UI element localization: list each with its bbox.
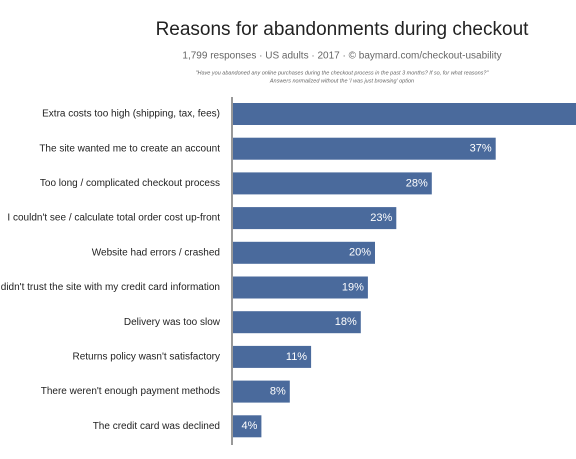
category-label: Returns policy wasn't satisfactory: [72, 352, 220, 363]
value-label: 8%: [270, 386, 286, 398]
category-label: There weren't enough payment methods: [41, 386, 220, 397]
value-label: 23%: [370, 212, 392, 224]
bar: [233, 276, 368, 299]
bar: [233, 172, 432, 195]
chart-subtitle: 1,799 responses · US adults · 2017 · © b…: [182, 51, 501, 62]
category-label: Website had errors / crashed: [92, 247, 220, 258]
chart-title: Reasons for abandonments during checkout: [156, 19, 530, 40]
bar: [233, 380, 290, 403]
value-label: 11%: [286, 351, 307, 363]
category-label: Extra costs too high (shipping, tax, fee…: [42, 109, 220, 120]
note: Answers normalized without the 'I was ju…: [269, 78, 414, 84]
bar: [233, 415, 262, 438]
category-label: The credit card was declined: [93, 421, 220, 432]
value-label: 4%: [241, 420, 257, 432]
bar: [233, 241, 375, 264]
bar: [233, 103, 576, 125]
category-label: I couldn't see / calculate total order c…: [7, 213, 220, 224]
note: "Have you abandoned any online purchases…: [196, 70, 490, 76]
bar: [233, 207, 397, 230]
category-label: Too long / complicated checkout process: [40, 178, 220, 189]
bar: [233, 137, 496, 160]
value-label: 18%: [335, 316, 357, 328]
category-label: I didn't trust the site with my credit c…: [0, 282, 220, 293]
bar: [233, 345, 312, 368]
value-label: 37%: [470, 143, 492, 155]
category-label: Delivery was too slow: [124, 317, 221, 328]
category-label: The site wanted me to create an account: [39, 143, 220, 154]
value-label: 28%: [406, 177, 428, 189]
value-label: 20%: [349, 247, 371, 259]
value-label: 19%: [342, 281, 364, 293]
bar: [233, 311, 361, 334]
